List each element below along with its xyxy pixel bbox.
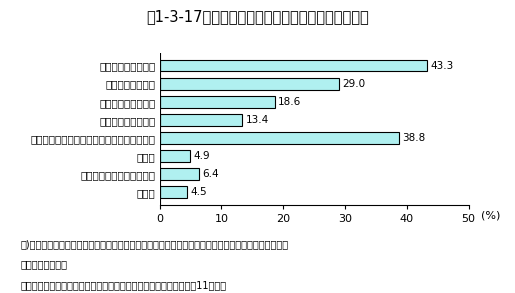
Bar [160, 78, 339, 90]
Text: 第1-3-17図　研究者が研究職以外に興味を持つ職種: 第1-3-17図 研究者が研究職以外に興味を持つ職種 [146, 9, 369, 24]
Text: 43.3: 43.3 [431, 61, 454, 71]
Text: 18.6: 18.6 [278, 97, 301, 107]
Text: 29.0: 29.0 [342, 79, 365, 89]
Text: 対する回答。: 対する回答。 [21, 259, 67, 269]
Bar [160, 186, 187, 198]
Text: 4.9: 4.9 [193, 151, 210, 161]
Text: 資料：科学技術庁「我が国の研究活動の実態に関する調査」（平成11年度）: 資料：科学技術庁「我が国の研究活動の実態に関する調査」（平成11年度） [21, 280, 227, 290]
Text: (%): (%) [481, 211, 501, 221]
Bar [160, 168, 199, 180]
Text: 4.5: 4.5 [191, 187, 207, 197]
Text: 38.8: 38.8 [403, 133, 426, 143]
Bar [160, 96, 274, 108]
Text: 13.4: 13.4 [246, 115, 269, 125]
Text: 注)「あなたが研究職以外の方面への進出を考えたとき、興味のある職種はどれですか。」という問に: 注)「あなたが研究職以外の方面への進出を考えたとき、興味のある職種はどれですか。… [21, 239, 289, 249]
Text: 6.4: 6.4 [202, 169, 219, 179]
Bar [160, 60, 427, 71]
Bar [160, 114, 243, 126]
Bar [160, 132, 400, 144]
Bar [160, 150, 190, 162]
